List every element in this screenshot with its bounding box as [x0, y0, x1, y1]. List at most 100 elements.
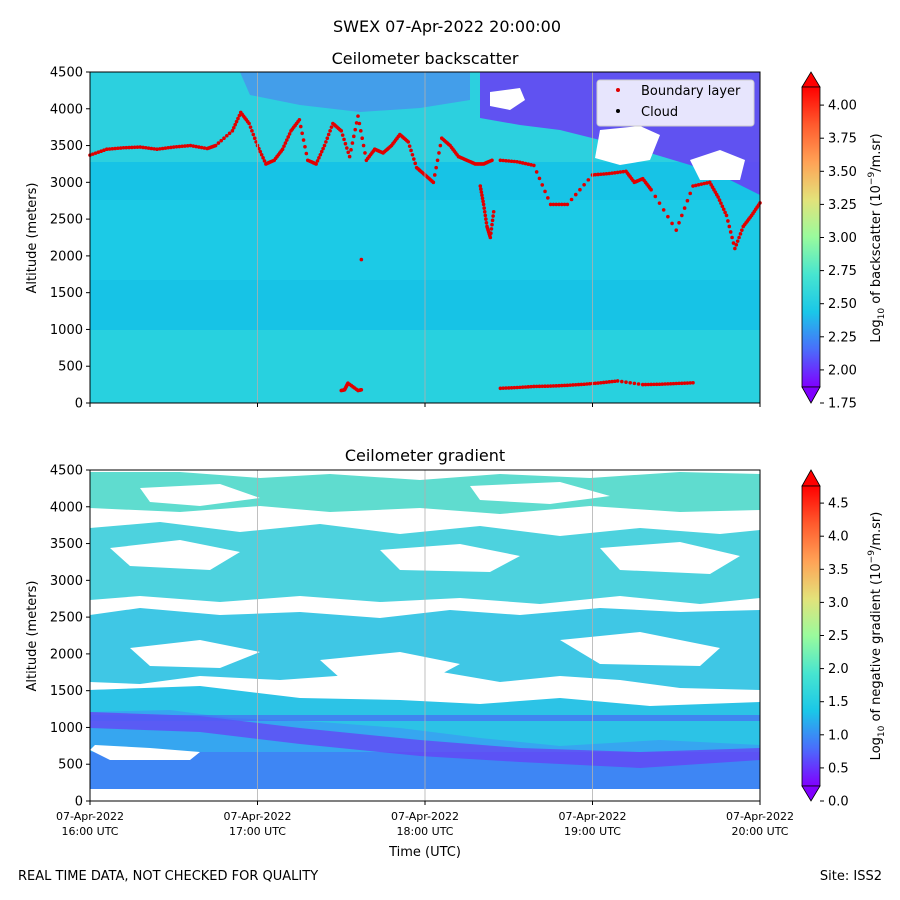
boundary-layer-point	[546, 384, 550, 388]
boundary-layer-point	[661, 208, 666, 212]
boundary-layer-point	[262, 159, 267, 163]
boundary-layer-point	[551, 202, 556, 207]
boundary-layer-point	[604, 171, 609, 176]
boundary-layer-point	[624, 380, 628, 384]
boundary-layer-point	[607, 380, 612, 384]
colorbar-tick-label: 3.5	[828, 563, 849, 578]
y-tick-label: 1500	[50, 286, 83, 301]
y-tick-label: 4500	[50, 464, 83, 479]
colorbar-tick-label: 2.5	[828, 629, 849, 644]
x-tick-label-time: 20:00 UTC	[731, 825, 788, 838]
boundary-layer-point	[696, 182, 701, 187]
x-tick-label-date: 07-Apr-2022	[56, 810, 124, 823]
colorbar-tick-label: 3.50	[828, 165, 857, 180]
colorbar-bottom-arrow	[801, 785, 821, 802]
boundary-layer-point	[234, 119, 239, 124]
boundary-layer-point	[251, 132, 256, 137]
boundary-layer-point	[301, 138, 306, 142]
boundary-layer-point	[250, 129, 254, 133]
boundary-layer-point	[118, 146, 123, 150]
boundary-layer-point	[668, 381, 673, 386]
boundary-layer-point	[127, 145, 131, 150]
boundary-layer-point	[610, 379, 614, 384]
boundary-layer-points	[88, 110, 762, 393]
colorbar-tick-label: 4.00	[828, 99, 857, 114]
boundary-layer-point	[280, 147, 285, 152]
boundary-layer-point	[138, 145, 143, 149]
boundary-layer-point	[352, 134, 356, 139]
colorbar-tick-label: 2.50	[828, 297, 857, 312]
boundary-layer-point	[579, 382, 584, 387]
boundary-layer-point	[257, 146, 261, 151]
boundary-layer-point	[520, 161, 525, 165]
boundary-layer-point	[325, 136, 330, 140]
boundary-layer-point	[491, 214, 495, 218]
boundary-layer-point	[738, 232, 743, 236]
boundary-layer-point	[670, 221, 674, 226]
boundary-layer-point	[693, 183, 698, 188]
boundary-layer-point	[677, 381, 681, 386]
boundary-layer-point	[135, 145, 140, 149]
boundary-layer-point	[322, 143, 327, 148]
boundary-layer-point	[482, 209, 487, 214]
boundary-layer-point	[177, 144, 182, 149]
boundary-layer-point	[601, 172, 606, 176]
boundary-layer-point	[576, 382, 581, 387]
boundary-layer-point	[317, 156, 321, 160]
boundary-layer-point	[435, 158, 440, 163]
boundary-layer-point	[130, 145, 134, 150]
backscatter-colorbar-label: Log10 of backscatter (10−9/m.sr)	[867, 133, 887, 342]
boundary-layer-point	[551, 384, 556, 388]
boundary-layer-point	[318, 152, 323, 157]
boundary-layer-point	[717, 198, 722, 202]
boundary-layer-point	[409, 148, 413, 153]
boundary-layer-point	[183, 144, 187, 148]
x-tick-label-time: 17:00 UTC	[229, 825, 286, 838]
boundary-layer-point	[132, 145, 137, 150]
boundary-layer-point	[197, 145, 201, 149]
boundary-layer-point	[688, 191, 693, 196]
boundary-layer-point	[720, 204, 725, 209]
boundary-layer-point	[515, 385, 519, 390]
boundary-layer-point	[526, 385, 531, 389]
y-tick-label: 3000	[50, 176, 83, 191]
colorbar-tick-label: 2.0	[828, 662, 849, 677]
boundary-layer-point	[231, 125, 236, 130]
gradient-x-axis: 07-Apr-2022 16:00 UTC 07-Apr-2022 17:00 UTC…	[56, 801, 794, 838]
boundary-layer-point	[124, 145, 129, 150]
boundary-layer-point	[740, 228, 744, 232]
boundary-layer-point	[121, 145, 126, 150]
boundary-layer-point	[737, 235, 741, 240]
boundary-layer-point	[287, 132, 292, 136]
boundary-layer-point	[321, 146, 325, 151]
colorbar-tick-label: 0.0	[828, 795, 849, 810]
boundary-layer-point	[248, 125, 253, 129]
boundary-layer-point	[479, 190, 484, 194]
boundary-layer-point	[512, 385, 517, 390]
boundary-layer-point	[480, 196, 485, 201]
boundary-layer-point	[144, 145, 148, 150]
boundary-layer-point	[534, 170, 539, 174]
x-tick-label-date: 07-Apr-2022	[223, 810, 291, 823]
boundary-layer-point	[520, 385, 525, 389]
x-tick-label-time: 18:00 UTC	[396, 825, 453, 838]
boundary-layer-point	[596, 381, 600, 385]
boundary-layer-point	[643, 382, 648, 387]
boundary-layer-point	[252, 136, 257, 140]
boundary-layer-point	[666, 382, 670, 386]
boundary-layer-point	[733, 246, 737, 251]
boundary-layer-point	[582, 382, 586, 387]
boundary-layer-point	[163, 146, 168, 150]
boundary-layer-point	[261, 156, 265, 160]
x-tick-label-date: 07-Apr-2022	[726, 810, 794, 823]
boundary-layer-point	[434, 165, 438, 170]
y-tick-label: 4500	[50, 66, 83, 81]
boundary-layer-point	[680, 381, 684, 386]
boundary-layer-point	[640, 382, 645, 387]
boundary-layer-point	[702, 181, 706, 186]
gradient-grid	[257, 470, 593, 801]
boundary-layer-point	[213, 143, 218, 148]
backscatter-x-ticks	[89, 403, 761, 407]
boundary-layer-point	[688, 381, 693, 385]
